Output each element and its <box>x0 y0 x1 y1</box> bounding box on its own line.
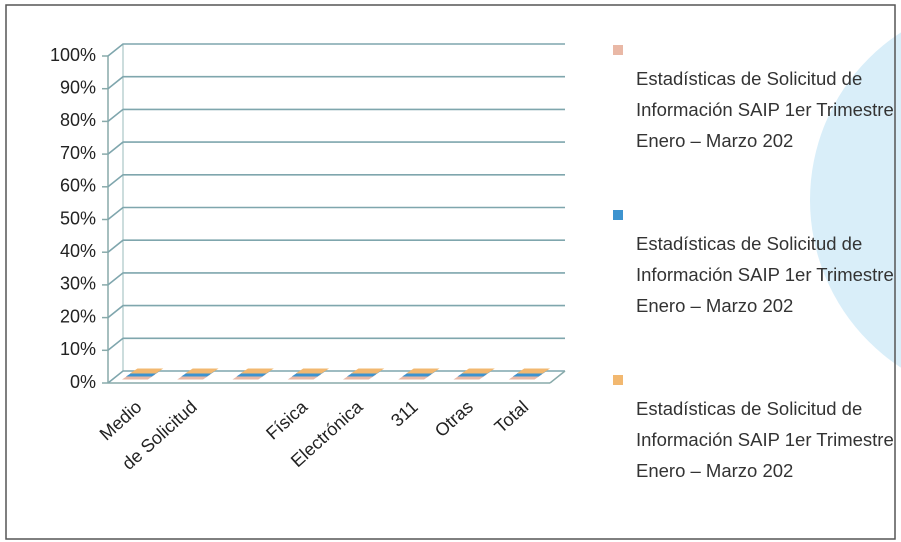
x-tick-label: Medio <box>96 397 146 445</box>
y-tick-label: 30% <box>60 274 96 294</box>
y-tick-label: 50% <box>60 208 96 228</box>
x-tick-label: 311 <box>387 397 422 431</box>
bar <box>129 368 164 374</box>
grid-line <box>107 75 565 90</box>
y-tick-label: 90% <box>60 77 96 97</box>
x-axis-right <box>549 370 566 384</box>
y-tick-label: 20% <box>60 306 96 326</box>
bar <box>461 368 495 374</box>
grid-line <box>107 43 565 57</box>
legend-label: Estadísticas de Solicitud de Información… <box>636 233 894 316</box>
background-shape <box>810 32 901 368</box>
grid-line <box>107 370 565 384</box>
y-tick-label: 40% <box>60 241 96 261</box>
y-tick-label: 60% <box>60 176 96 196</box>
y-tick-label: 10% <box>60 339 96 359</box>
bar <box>295 368 330 374</box>
x-tick-label: Otras <box>431 397 477 441</box>
grid-line <box>107 174 565 188</box>
grid-line <box>107 239 565 253</box>
grid-line <box>107 141 565 155</box>
grid-line <box>107 272 565 286</box>
chart-border <box>5 4 896 540</box>
y-tick-label: 0% <box>70 372 96 392</box>
x-tick-label: Física <box>262 396 312 444</box>
grid-line <box>107 108 565 123</box>
legend-swatch <box>613 375 623 385</box>
grid-line <box>107 337 565 351</box>
x-tick-label: Total <box>491 397 533 437</box>
legend-label: Estadísticas de Solicitud de Información… <box>636 68 894 151</box>
grid-line <box>107 304 565 319</box>
y-tick-label: 70% <box>60 143 96 163</box>
bar <box>350 368 385 374</box>
bar <box>516 368 551 374</box>
legend-swatch <box>613 45 623 55</box>
bar <box>240 368 274 374</box>
bar <box>406 368 440 374</box>
legend-swatch <box>613 210 623 220</box>
y-tick-label: 80% <box>60 110 96 130</box>
bar <box>185 368 219 374</box>
legend-label: Estadísticas de Solicitud de Información… <box>636 398 894 481</box>
grid-line <box>107 206 565 221</box>
y-tick-label: 100% <box>50 45 96 65</box>
